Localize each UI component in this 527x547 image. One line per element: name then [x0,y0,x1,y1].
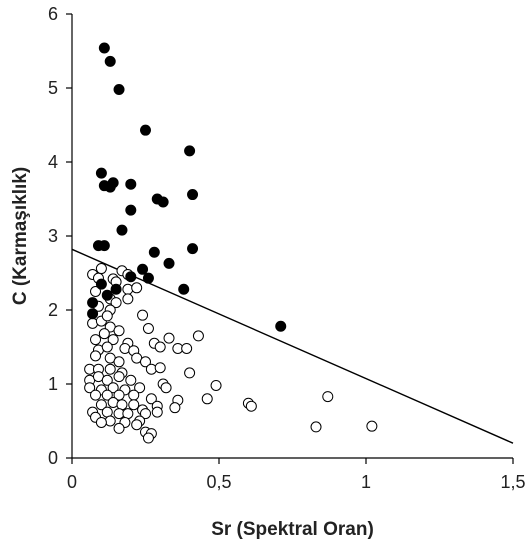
open-data-point [95,399,107,411]
open-data-point [181,342,193,354]
filled-data-point [104,55,116,67]
open-data-point [140,356,151,368]
filled-data-point [87,297,99,309]
open-data-point [90,350,102,362]
filled-data-point [163,257,175,269]
filled-data-point [275,320,287,332]
open-data-point [137,309,149,321]
filled-data-point [157,196,169,208]
open-data-point [128,399,140,411]
open-data-point [140,408,151,420]
open-data-point [184,367,196,379]
filled-data-point [95,167,107,179]
open-data-point [310,421,322,433]
filled-data-point [116,224,128,236]
filled-data-point [95,278,107,290]
separator-line [71,248,514,444]
x-tick-label: 0,5 [206,472,231,492]
open-data-point [107,382,119,394]
filled-data-point [187,189,199,201]
open-data-point [90,334,102,346]
open-data-point [151,406,163,418]
open-data-point [101,341,113,353]
open-data-point [95,416,107,428]
open-data-point [322,391,334,403]
open-data-point [201,393,213,405]
open-data-point [210,379,222,391]
open-data-point [101,374,113,386]
open-data-point [192,330,204,342]
open-data-point [104,415,116,427]
y-tick-label: 1 [48,374,58,394]
open-data-point [84,382,96,394]
open-data-point [160,382,172,394]
open-data-point [113,356,125,368]
y-tick-label: 0 [48,448,58,468]
filled-data-point [113,83,125,95]
filled-data-point [125,271,137,283]
filled-data-point [140,124,151,136]
open-data-point [98,328,110,340]
filled-data-point [148,246,160,258]
filled-data-point [137,263,149,275]
y-tick-label: 2 [48,300,58,320]
open-data-point [154,341,166,353]
y-axis-label: C (Karmaşıklık) [10,167,31,305]
filled-data-point [142,272,154,284]
open-data-point [90,286,102,297]
y-tick-label: 3 [48,226,58,246]
x-tick-label: 1 [361,472,371,492]
open-data-point [154,362,166,374]
open-data-point [145,363,157,375]
filled-data-point [87,308,99,320]
filled-data-point [187,243,199,255]
data-points-group [84,42,378,444]
open-data-point [104,363,116,375]
open-data-point [169,402,181,414]
y-tick-label: 6 [48,4,58,24]
open-data-point [101,389,113,401]
plot-area: 0 1 2 3 4 5 6 0 0,5 1 1,5 [48,4,526,492]
y-tick-group: 0 1 2 3 4 5 6 [48,4,72,468]
y-tick-label: 4 [48,152,58,172]
filled-data-point [98,42,110,54]
open-data-point [122,283,134,295]
filled-data-point [101,289,113,301]
open-data-point [131,282,143,294]
open-data-point [113,325,125,337]
filled-data-point [107,177,119,189]
open-data-point [125,374,137,386]
x-tick-label: 0 [67,472,77,492]
filled-data-point [184,145,196,157]
open-data-point [113,371,125,383]
open-data-point [366,420,378,432]
filled-data-point [178,283,190,295]
open-data-point [145,393,157,405]
open-data-point [142,323,154,334]
open-data-point [90,389,102,401]
filled-data-point [125,204,137,216]
open-data-point [142,432,154,444]
open-data-point [245,400,257,412]
trend-line-group [71,248,514,444]
open-data-point [122,293,134,305]
open-data-point [107,334,119,346]
x-tick-group: 0 0,5 1 1,5 [67,458,526,492]
open-data-point [134,382,146,394]
filled-data-point [98,240,110,252]
x-axis-label: Sr (Spektral Oran) [211,519,374,540]
open-data-point [95,263,107,275]
filled-data-point [110,283,122,295]
open-data-point [163,332,175,344]
open-data-point [101,310,113,322]
open-data-point [131,419,143,431]
x-tick-label: 1,5 [500,472,525,492]
open-data-point [113,422,125,434]
open-data-point [128,389,140,401]
y-tick-label: 5 [48,78,58,98]
open-data-point [110,297,122,309]
filled-data-point [125,178,137,190]
